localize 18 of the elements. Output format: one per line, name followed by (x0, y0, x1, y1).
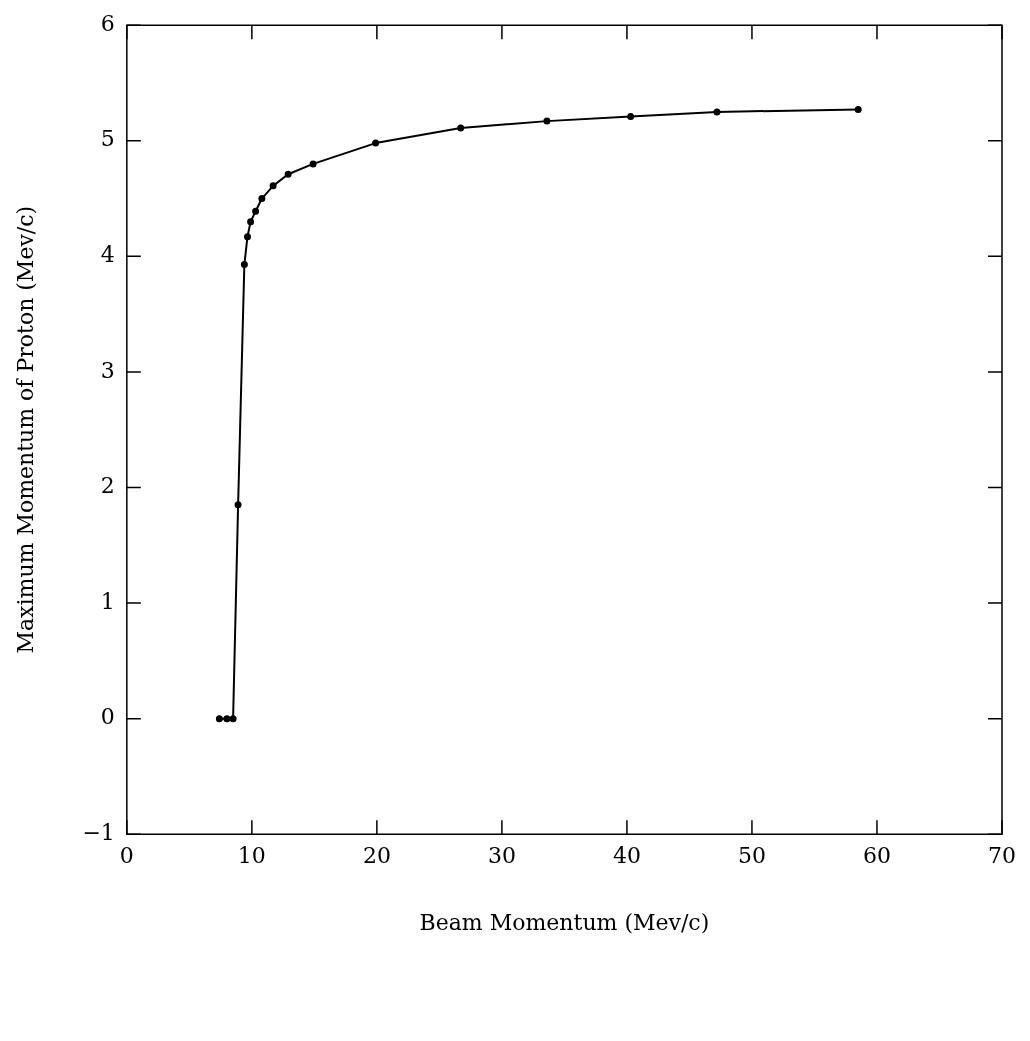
y-tick-label: 0 (100, 704, 115, 730)
x-tick-label: 0 (119, 843, 134, 869)
x-axis-title: Beam Momentum (Mev/c) (419, 909, 710, 935)
y-tick-label: 4 (100, 242, 115, 268)
x-tick-label: 40 (612, 843, 641, 869)
y-tick-label: 1 (100, 588, 115, 614)
y-axis-title: Maximum Momentum of Proton (Mev/c) (12, 205, 38, 654)
y-tick-label: 2 (100, 473, 115, 499)
y-tick-label: 6 (100, 10, 115, 36)
x-tick-label: 70 (988, 843, 1016, 869)
x-tick-label: 50 (737, 843, 766, 869)
y-tick-label: −1 (82, 819, 115, 845)
x-tick-label: 10 (237, 843, 266, 869)
x-tick-label: 20 (362, 843, 391, 869)
y-tick-label: 3 (100, 357, 115, 383)
y-tick-label: 5 (100, 126, 115, 152)
x-tick-label: 60 (862, 843, 891, 869)
x-tick-label: 30 (487, 843, 516, 869)
